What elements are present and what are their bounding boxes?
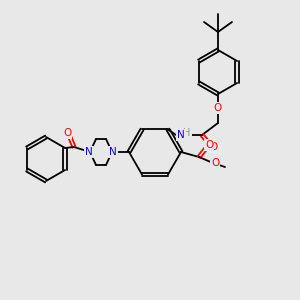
Text: O: O: [63, 128, 71, 138]
Text: N: N: [85, 147, 93, 157]
Text: O: O: [211, 158, 219, 168]
Text: N: N: [109, 147, 117, 157]
Text: O: O: [214, 103, 222, 113]
Text: N: N: [177, 130, 185, 140]
Text: O: O: [210, 142, 218, 152]
Text: H: H: [183, 128, 191, 138]
Text: O: O: [205, 140, 213, 150]
